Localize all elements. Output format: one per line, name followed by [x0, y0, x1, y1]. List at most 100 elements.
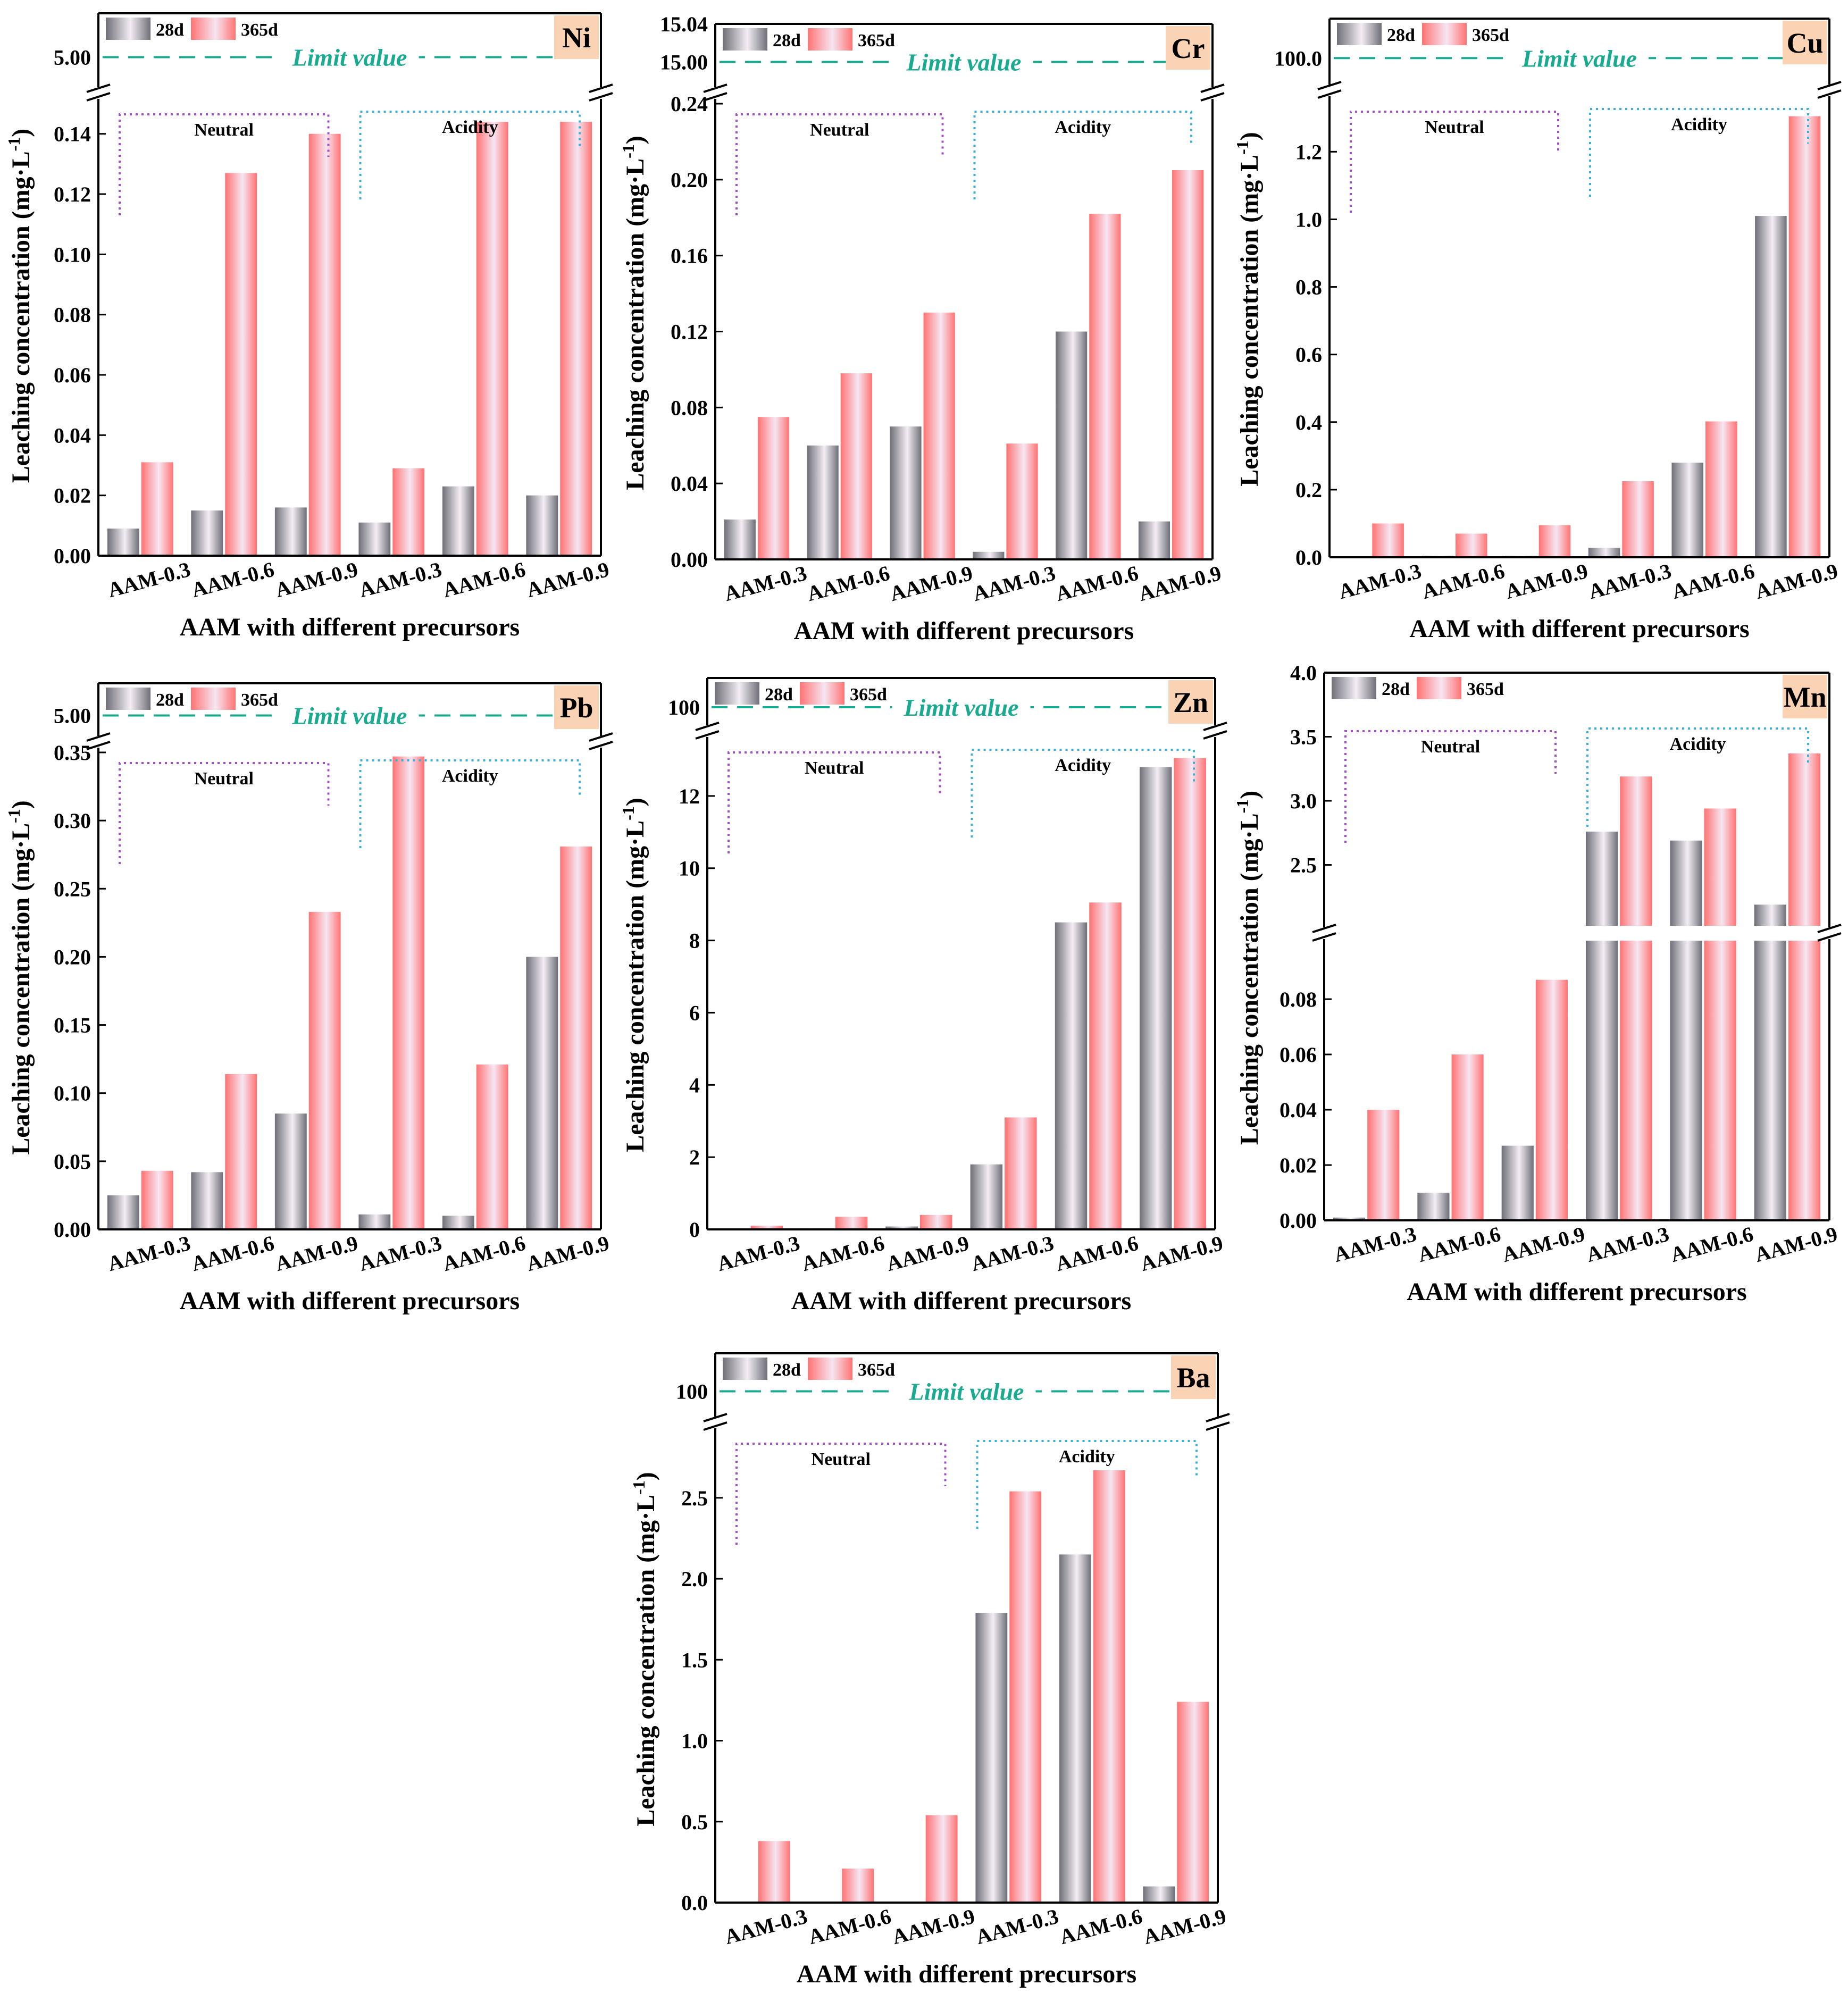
ytick-ba-2: 1.0 [681, 1729, 708, 1753]
bar-cu-365d-2 [1456, 533, 1487, 557]
category-label-zn-4: AAM-0.3 [968, 1231, 1056, 1276]
y-axis-title: Leaching concentration (mg·L-1) [1233, 132, 1264, 487]
limit-value-label: Limit value [292, 44, 407, 71]
category-label-ni-5: AAM-0.6 [440, 557, 528, 602]
neutral-group-label: Neutral [812, 1450, 871, 1469]
category-label-cu-2: AAM-0.6 [1419, 559, 1507, 604]
ytick-limit: 5.00 [54, 46, 91, 70]
ytick-cr-3: 0.12 [671, 320, 708, 344]
bar-zn-365d-6 [1174, 758, 1206, 1229]
y-axis-title: Leaching concentration (mg·L-1) [4, 129, 35, 483]
bar-ba-365d-6 [1177, 1702, 1209, 1903]
panel-cu: AAM-0.3AAM-0.6AAM-0.9AAM-0.3AAM-0.6AAM-0… [1233, 18, 1842, 643]
legend-swatch-28d [723, 1358, 767, 1380]
category-label-ba-4: AAM-0.3 [973, 1904, 1061, 1949]
element-badge [554, 685, 599, 729]
bar-zn-365d-3 [919, 1215, 952, 1229]
bar-zn-365d-2 [835, 1217, 868, 1229]
ytick-pb-5: 0.25 [54, 877, 91, 901]
ytick-cr-6: 0.24 [671, 92, 708, 116]
legend-label-28d: 28d [773, 31, 801, 51]
panel-zn: AAM-0.3AAM-0.6AAM-0.9AAM-0.3AAM-0.6AAM-0… [618, 677, 1227, 1315]
limit-value-label: Limit value [906, 49, 1022, 76]
bar-ni-28d-5 [442, 486, 474, 556]
bar-ni-365d-1 [141, 462, 173, 556]
bar-ni-28d-2 [191, 510, 223, 556]
neutral-group-bracket [1350, 111, 1559, 213]
ytick-cu-6: 1.2 [1295, 140, 1322, 164]
y-axis-title: Leaching concentration (mg·L-1) [629, 1472, 660, 1827]
neutral-group-label: Neutral [195, 769, 254, 789]
ytick-ni-1: 0.02 [54, 484, 91, 508]
panel-ni: AAM-0.3AAM-0.6AAM-0.9AAM-0.3AAM-0.6AAM-0… [4, 12, 613, 641]
panel-ba: AAM-0.3AAM-0.6AAM-0.9AAM-0.3AAM-0.6AAM-0… [629, 1352, 1230, 1988]
category-label-cu-6: AAM-0.9 [1753, 559, 1841, 604]
mn-break-gap [1325, 926, 1828, 941]
bar-cu-28d-4 [1588, 548, 1620, 557]
ytick-pb-6: 0.30 [54, 809, 91, 833]
bar-zn-365d-1 [750, 1226, 783, 1229]
y-axis-title: Leaching concentration (mg·L-1) [618, 798, 649, 1152]
x-axis-title: AAM with different precursors [1407, 1278, 1746, 1306]
ytick-ni-3: 0.06 [54, 363, 91, 387]
element-label: Mn [1784, 681, 1827, 713]
bar-pb-365d-4 [392, 756, 425, 1229]
legend-swatch-365d [191, 688, 236, 710]
ytick-ba-3: 1.5 [681, 1648, 708, 1672]
legend-swatch-365d [1417, 677, 1461, 699]
bar-pb-365d-6 [560, 846, 592, 1229]
category-label-ba-1: AAM-0.3 [722, 1904, 810, 1949]
category-label-cr-4: AAM-0.3 [970, 561, 1058, 606]
ytick-cu-2: 0.4 [1295, 411, 1322, 434]
legend-label-28d: 28d [1387, 26, 1415, 45]
ytick-pb-4: 0.20 [54, 945, 91, 969]
bar-cr-365d-3 [923, 312, 955, 559]
legend-swatch-28d [106, 688, 150, 710]
ytick-ni-4: 0.08 [54, 303, 91, 327]
legend-label-28d: 28d [1382, 680, 1410, 699]
bar-ba-28d-5 [1059, 1554, 1091, 1903]
category-label-cu-1: AAM-0.3 [1336, 559, 1424, 604]
acidity-group-bracket [973, 111, 1192, 199]
limit-value-label: Limit value [292, 702, 407, 730]
bar-mn-28d-1 [1333, 1217, 1366, 1220]
category-label-cr-1: AAM-0.3 [722, 561, 809, 606]
bar-cr-28d-1 [724, 520, 756, 559]
category-label-cu-4: AAM-0.3 [1586, 559, 1674, 604]
category-label-pb-5: AAM-0.6 [440, 1231, 528, 1276]
ytick-ni-7: 0.14 [54, 122, 91, 146]
element-badge [1783, 21, 1827, 64]
ytick-pb-0: 0.00 [54, 1218, 91, 1242]
legend-swatch-28d [715, 682, 759, 705]
legend-swatch-28d [1337, 23, 1382, 45]
bar-pb-28d-5 [442, 1216, 474, 1229]
bar-pb-28d-4 [358, 1214, 391, 1229]
ytick-mn-1: 0.02 [1280, 1153, 1317, 1177]
category-label-pb-3: AAM-0.9 [273, 1231, 361, 1276]
ytick-ba-5: 2.5 [681, 1486, 708, 1510]
x-axis-title: AAM with different precursors [180, 1287, 520, 1315]
element-badge [554, 15, 599, 59]
acidity-group-label: Acidity [1671, 115, 1727, 135]
neutral-group-bracket [1344, 730, 1557, 843]
ytick-upper-mn-2: 3.5 [1290, 725, 1317, 749]
legend-label-365d: 365d [850, 685, 887, 705]
category-label-ba-2: AAM-0.6 [806, 1904, 893, 1949]
legend-swatch-365d [800, 682, 844, 705]
ytick-ni-0: 0.00 [54, 544, 91, 568]
bar-mn-365d-3 [1535, 979, 1568, 1220]
ytick-cr-4: 0.16 [671, 244, 708, 268]
category-label-zn-6: AAM-0.9 [1138, 1231, 1225, 1276]
bar-cr-365d-1 [757, 417, 790, 559]
legend-swatch-365d [808, 28, 852, 51]
ytick-cu-5: 1.0 [1295, 207, 1322, 231]
ytick-zn-4: 8 [689, 929, 700, 953]
legend-swatch-28d [106, 18, 150, 40]
neutral-group-label: Neutral [805, 758, 864, 778]
category-label-ba-5: AAM-0.6 [1057, 1904, 1145, 1949]
element-label: Ba [1176, 1362, 1210, 1394]
acidity-group-label: Acidity [1670, 734, 1726, 754]
category-label-cu-5: AAM-0.6 [1669, 559, 1757, 604]
x-axis-title: AAM with different precursors [797, 1960, 1136, 1988]
bar-cu-365d-1 [1372, 523, 1404, 557]
